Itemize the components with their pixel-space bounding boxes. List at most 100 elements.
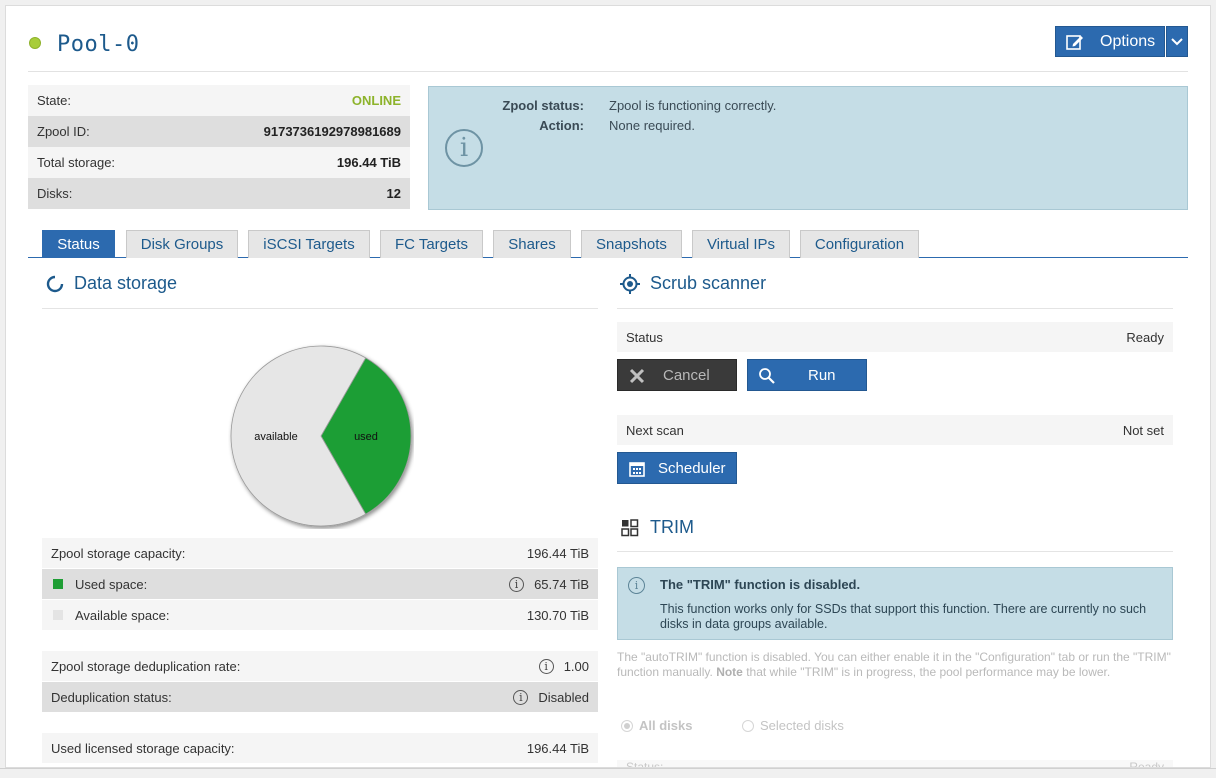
info-row-total-storage: Total storage: 196.44 TiB <box>28 147 410 178</box>
storage-pie-chart: used available <box>228 343 414 529</box>
trim-alert-text: This function works only for SSDs that s… <box>660 602 1147 631</box>
selected-disks-radio[interactable]: Selected disks <box>742 718 844 733</box>
available-swatch <box>53 610 63 620</box>
target-icon <box>620 274 640 294</box>
info-row-zpool-id: Zpool ID: 9173736192978981689 <box>28 116 410 147</box>
zpool-id-value: 9173736192978981689 <box>263 124 401 139</box>
scrub-status-label: Status <box>626 329 663 345</box>
cancel-button[interactable]: Cancel <box>617 359 737 391</box>
autotrim-note: The "autoTRIM" function is disabled. You… <box>617 650 1171 679</box>
zpool-status-label: Zpool status: <box>502 98 584 113</box>
pool-tabs: Status Disk Groups iSCSI Targets FC Targ… <box>28 230 1188 258</box>
info-icon: i <box>628 577 645 594</box>
trim-status-row: Status: Ready <box>617 760 1173 768</box>
scrub-scanner-title: Scrub scanner <box>650 273 767 293</box>
cancel-label: Cancel <box>663 367 710 384</box>
info-label: Zpool ID: <box>37 124 90 139</box>
info-icon[interactable]: i <box>538 658 554 674</box>
tab-configuration[interactable]: Configuration <box>800 230 919 258</box>
trim-title: TRIM <box>650 517 694 537</box>
total-storage-value: 196.44 TiB <box>336 155 401 170</box>
grid-icon <box>621 519 639 537</box>
info-label: Total storage: <box>37 155 116 170</box>
chevron-down-icon <box>1171 37 1183 45</box>
calendar-icon <box>629 462 645 477</box>
next-scan-value: Not set <box>1122 422 1164 438</box>
selected-disks-label: Selected disks <box>760 718 844 733</box>
disks-value: 12 <box>386 186 401 201</box>
action-label: Action: <box>539 118 584 133</box>
data-storage-title: Data storage <box>74 273 178 293</box>
trim-alert-title: The "TRIM" function is disabled. <box>660 577 861 592</box>
trim-status-label: Status: <box>626 760 664 768</box>
scrub-status-value: Ready <box>1126 329 1164 345</box>
section-divider <box>617 308 1173 309</box>
pool-status-indicator <box>29 37 41 49</box>
info-row-state: State: ONLINE <box>28 85 410 116</box>
pie-slice-available <box>230 345 367 527</box>
close-icon <box>629 368 645 384</box>
search-icon <box>759 368 775 384</box>
available-space-row: Available space: 130.70 TiB <box>42 600 598 630</box>
info-icon: i <box>445 129 483 167</box>
capacity-row: Zpool storage capacity: 196.44 TiB <box>42 538 598 568</box>
scrub-status-row: Status Ready <box>617 322 1173 352</box>
tab-iscsi-targets[interactable]: iSCSI Targets <box>248 230 370 258</box>
edit-icon <box>1066 35 1083 50</box>
capacity-value: 196.44 TiB <box>526 545 589 561</box>
dedup-status-label: Deduplication status: <box>51 689 172 705</box>
action-value: None required. <box>609 118 695 133</box>
available-space-value: 130.70 TiB <box>526 607 589 623</box>
tab-status[interactable]: Status <box>42 230 115 258</box>
title-divider <box>28 71 1188 72</box>
all-disks-radio[interactable]: All disks <box>621 718 692 733</box>
licensed-capacity-label: Used licensed storage capacity: <box>51 740 235 756</box>
page-title: Pool-0 <box>57 32 140 57</box>
refresh-circle-icon <box>46 275 64 293</box>
capacity-label: Zpool storage capacity: <box>51 545 186 561</box>
all-disks-label: All disks <box>639 718 693 733</box>
tab-snapshots[interactable]: Snapshots <box>581 230 682 258</box>
pie-label-used: used <box>354 431 378 443</box>
scheduler-label: Scheduler <box>658 460 726 477</box>
dedup-status-row: Deduplication status: i Disabled <box>42 682 598 712</box>
next-scan-row: Next scan Not set <box>617 415 1173 445</box>
info-icon[interactable]: i <box>513 689 529 705</box>
dedup-rate-value: 1.00 <box>563 658 589 674</box>
info-label: State: <box>37 93 71 108</box>
trim-disabled-alert: i The "TRIM" function is disabled. This … <box>617 567 1173 640</box>
scheduler-button[interactable]: Scheduler <box>617 452 737 484</box>
radio-unchecked-icon <box>742 719 754 732</box>
licensed-capacity-value: 196.44 TiB <box>526 740 589 756</box>
state-value: ONLINE <box>351 93 401 108</box>
run-label: Run <box>808 367 836 384</box>
info-icon[interactable]: i <box>509 576 525 592</box>
zpool-status-value: Zpool is functioning correctly. <box>609 98 777 113</box>
used-space-row: Used space: i 65.74 TiB <box>42 569 598 599</box>
options-dropdown-toggle[interactable] <box>1166 26 1188 57</box>
tab-disk-groups[interactable]: Disk Groups <box>126 230 238 258</box>
pool-info-table: State: ONLINE Zpool ID: 9173736192978981… <box>28 85 410 209</box>
dedup-status-value: Disabled <box>538 689 589 705</box>
options-button[interactable]: Options <box>1055 26 1165 57</box>
info-label: Disks: <box>37 186 73 201</box>
tab-virtual-ips[interactable]: Virtual IPs <box>692 230 790 258</box>
info-row-disks: Disks: 12 <box>28 178 410 209</box>
tab-shares[interactable]: Shares <box>493 230 571 258</box>
options-label: Options <box>1100 33 1156 50</box>
used-space-value: 65.74 TiB <box>534 576 589 592</box>
next-scan-label: Next scan <box>626 422 684 438</box>
zpool-status-box: i Zpool status: Zpool is functioning cor… <box>428 86 1188 210</box>
radio-checked-icon <box>621 719 633 732</box>
section-divider <box>617 551 1173 552</box>
licensed-capacity-row: Used licensed storage capacity: 196.44 T… <box>42 733 598 763</box>
used-space-label: Used space: <box>75 576 148 592</box>
trim-status-value: Ready <box>1129 760 1164 768</box>
used-swatch <box>53 579 63 589</box>
available-space-label: Available space: <box>75 607 170 623</box>
pool-page: Pool-0 Options State: ONLINE Zpool ID: 9… <box>5 5 1211 768</box>
run-button[interactable]: Run <box>747 359 867 391</box>
section-divider <box>42 308 598 309</box>
dedup-rate-label: Zpool storage deduplication rate: <box>51 658 241 674</box>
tab-fc-targets[interactable]: FC Targets <box>380 230 483 258</box>
